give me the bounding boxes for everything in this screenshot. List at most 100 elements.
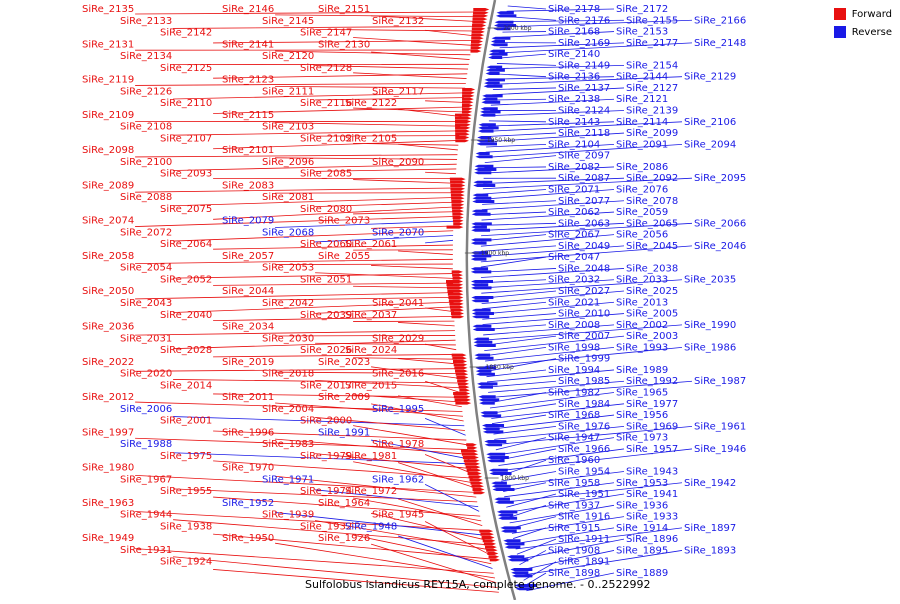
gene-label: SiRe_1989 xyxy=(616,365,668,376)
reverse-gene-arrow xyxy=(486,72,500,75)
reverse-gene-arrow xyxy=(481,101,500,104)
gene-label: SiRe_1926 xyxy=(318,533,370,544)
gene-label: SiRe_2012 xyxy=(82,392,134,403)
gene-label: SiRe_2126 xyxy=(120,86,172,97)
gene-label: SiRe_2018 xyxy=(262,369,314,380)
gene-label: SiRe_1987 xyxy=(694,376,746,387)
forward-gene-arrow xyxy=(462,107,473,110)
gene-label: SiRe_2005 xyxy=(626,309,678,320)
forward-gene-arrow xyxy=(452,315,465,318)
gene-label: SiRe_2040 xyxy=(160,310,212,321)
forward-gene-arrow xyxy=(456,373,468,376)
reverse-gene-arrow xyxy=(488,56,502,59)
gene-label: SiRe_1897 xyxy=(684,523,736,534)
forward-gene-arrow xyxy=(452,274,463,277)
gene-label: SiRe_2072 xyxy=(120,227,172,238)
gene-label: SiRe_2029 xyxy=(372,333,424,344)
gene-label: SiRe_2032 xyxy=(548,275,600,286)
label-connector xyxy=(425,484,479,511)
reverse-gene-arrow xyxy=(479,402,495,405)
label-connector xyxy=(482,302,546,309)
reverse-gene-arrow xyxy=(478,130,494,133)
gene-label: SiRe_1956 xyxy=(616,410,668,421)
forward-gene-arrow xyxy=(462,101,473,104)
gene-label: SiRe_2178 xyxy=(548,4,600,15)
gene-label: SiRe_2129 xyxy=(684,72,736,83)
gene-label: SiRe_2075 xyxy=(160,204,212,215)
label-connector xyxy=(484,167,546,168)
gene-label: SiRe_2081 xyxy=(262,192,314,203)
forward-gene-arrow xyxy=(450,178,466,181)
gene-label: SiRe_2139 xyxy=(626,106,678,117)
gene-label: SiRe_1924 xyxy=(160,557,212,568)
reverse-gene-arrow xyxy=(496,14,516,17)
gene-label: SiRe_2050 xyxy=(82,286,134,297)
reverse-gene-arrow xyxy=(476,373,495,376)
reverse-gene-arrow xyxy=(473,328,495,331)
reverse-gene-arrow xyxy=(477,386,493,389)
gene-label: SiRe_2054 xyxy=(120,263,172,274)
gene-label: SiRe_2094 xyxy=(684,139,736,150)
label-connector xyxy=(489,121,546,122)
forward-gene-arrow xyxy=(459,389,469,392)
gene-label: SiRe_2083 xyxy=(222,180,274,191)
gene-label: SiRe_2053 xyxy=(262,263,314,274)
label-connector xyxy=(135,217,454,227)
reverse-gene-arrow xyxy=(472,312,494,315)
forward-gene-arrow xyxy=(455,114,472,117)
forward-gene-arrow xyxy=(455,120,471,123)
reverse-gene-arrow xyxy=(474,341,493,344)
gene-label: SiRe_2041 xyxy=(372,298,424,309)
gene-label: SiRe_1969 xyxy=(626,421,678,432)
forward-gene-arrow xyxy=(451,194,465,197)
forward-gene-arrow xyxy=(452,354,467,357)
gene-label: SiRe_1937 xyxy=(548,500,600,511)
label-connector xyxy=(353,212,454,214)
gene-label: SiRe_2148 xyxy=(694,38,746,49)
gene-label: SiRe_2015 xyxy=(345,380,397,391)
reverse-gene-arrow xyxy=(471,280,493,283)
gene-label: SiRe_2010 xyxy=(558,309,610,320)
scale-tick-label: 1950 kbp xyxy=(487,137,515,144)
reverse-gene-arrow xyxy=(487,459,504,462)
forward-gene-arrow xyxy=(451,190,465,193)
reverse-gene-arrow xyxy=(473,194,489,197)
reverse-gene-arrow xyxy=(497,11,514,14)
label-connector xyxy=(483,189,546,193)
label-connector xyxy=(425,172,456,173)
gene-label: SiRe_2131 xyxy=(82,39,134,50)
forward-gene-arrow xyxy=(465,462,480,465)
forward-gene-arrow xyxy=(473,14,488,17)
gene-label: SiRe_2009 xyxy=(318,392,370,403)
label-connector xyxy=(495,74,546,77)
reverse-gene-arrow xyxy=(487,456,509,459)
gene-label: SiRe_1945 xyxy=(372,510,424,521)
gene-label: SiRe_2098 xyxy=(82,145,134,156)
gene-label: SiRe_2111 xyxy=(262,86,314,97)
gene-label: SiRe_2079 xyxy=(222,216,274,227)
forward-gene-arrow xyxy=(472,21,486,24)
forward-gene-arrow xyxy=(453,392,470,395)
scale-tick-label: 1800 kbp xyxy=(501,475,529,482)
gene-label: SiRe_2177 xyxy=(626,38,678,49)
reverse-gene-arrow xyxy=(472,213,491,216)
forward-gene-arrow xyxy=(450,306,464,309)
gene-label: SiRe_2104 xyxy=(548,139,600,150)
reverse-gene-arrow xyxy=(471,296,493,299)
reverse-gene-arrow xyxy=(500,526,520,529)
forward-gene-arrow xyxy=(461,450,478,453)
gene-label: SiRe_2095 xyxy=(694,173,746,184)
forward-gene-arrow xyxy=(466,443,477,446)
gene-label: SiRe_2091 xyxy=(616,139,668,150)
gene-label: SiRe_2066 xyxy=(694,218,746,229)
gene-label: SiRe_2123 xyxy=(222,75,274,86)
forward-gene-arrow xyxy=(455,126,470,129)
scale-tick-label: 2000 kbp xyxy=(503,25,531,32)
gene-label: SiRe_1915 xyxy=(548,523,600,534)
gene-label: SiRe_2078 xyxy=(626,196,678,207)
gene-label: SiRe_1968 xyxy=(548,410,600,421)
forward-gene-arrow xyxy=(448,293,463,296)
reverse-gene-arrow xyxy=(479,123,496,126)
